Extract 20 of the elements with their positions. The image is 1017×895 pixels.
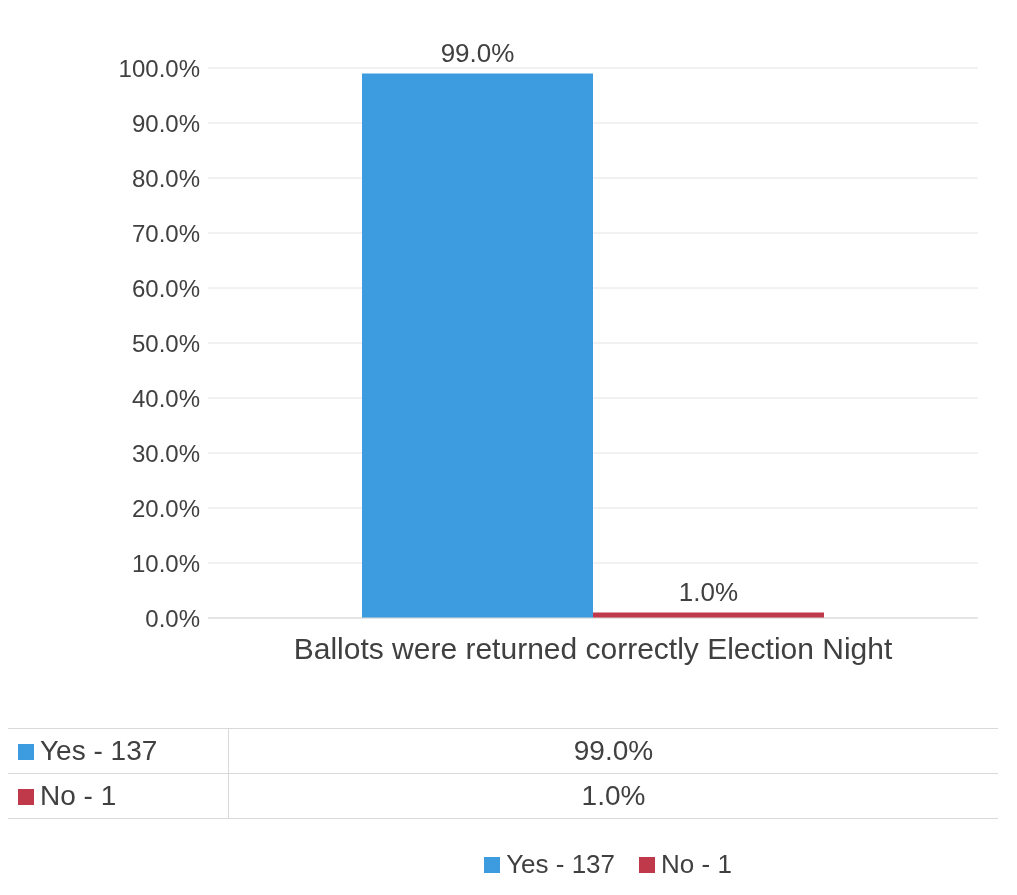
- data-label: 99.0%: [440, 37, 515, 68]
- y-tick-label: 30.0%: [131, 439, 200, 467]
- y-tick-label: 50.0%: [131, 329, 200, 357]
- y-tick-label: 10.0%: [131, 549, 200, 577]
- y-tick-label: 60.0%: [131, 274, 200, 302]
- y-tick-label: 0.0%: [145, 604, 200, 632]
- y-tick-label: 90.0%: [131, 109, 200, 137]
- y-tick-label: 40.0%: [131, 384, 200, 412]
- x-tick-label: Ballots were returned correctly Election Night: [293, 632, 893, 666]
- y-tick-label: 100.0%: [118, 54, 200, 82]
- text: No - 1: [40, 780, 117, 811]
- legend-label: No - 1: [660, 849, 732, 880]
- data-label: 1.0%: [678, 576, 739, 607]
- y-tick-label: 20.0%: [131, 494, 200, 522]
- text: 1.0%: [581, 780, 646, 811]
- y-tick-label: 80.0%: [131, 164, 200, 192]
- text: 99.0%: [573, 735, 654, 766]
- legend-label: Yes - 137: [505, 849, 616, 880]
- y-tick-label: 70.0%: [131, 219, 200, 247]
- text: Yes - 137: [40, 735, 158, 766]
